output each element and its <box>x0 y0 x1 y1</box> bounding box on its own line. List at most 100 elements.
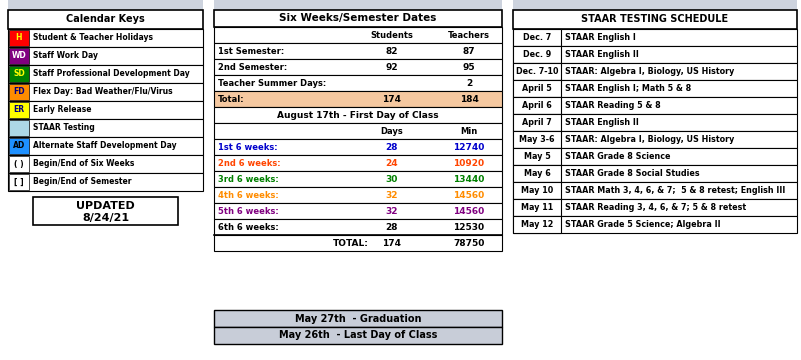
Text: Students: Students <box>371 31 413 40</box>
Bar <box>214 203 502 219</box>
Bar <box>513 46 797 63</box>
Bar <box>513 114 561 131</box>
Bar <box>513 131 797 148</box>
Text: SD: SD <box>13 69 25 78</box>
Text: August 17th - First Day of Class: August 17th - First Day of Class <box>277 111 439 120</box>
Bar <box>214 327 502 344</box>
Bar <box>513 80 797 97</box>
Bar <box>9 84 29 100</box>
Bar <box>8 173 203 191</box>
Text: 2: 2 <box>466 78 472 87</box>
Text: 92: 92 <box>386 63 398 72</box>
Bar <box>513 148 797 165</box>
Text: STAAR English II: STAAR English II <box>565 50 639 59</box>
Bar <box>214 75 502 91</box>
Bar <box>513 63 797 80</box>
Text: Flex Day: Bad Weather/Flu/Virus: Flex Day: Bad Weather/Flu/Virus <box>33 87 173 96</box>
Text: Student & Teacher Holidays: Student & Teacher Holidays <box>33 33 153 42</box>
Text: Min: Min <box>461 126 477 135</box>
Text: 28: 28 <box>386 222 398 231</box>
Bar <box>8 137 203 155</box>
Text: 32: 32 <box>386 207 398 216</box>
Bar <box>8 47 203 65</box>
Bar <box>214 235 502 251</box>
Bar <box>513 182 561 199</box>
Text: April 5: April 5 <box>522 84 552 93</box>
Text: ( ): ( ) <box>14 159 24 168</box>
Bar <box>513 63 561 80</box>
Text: 6th 6 weeks:: 6th 6 weeks: <box>218 222 279 231</box>
Bar <box>9 138 29 154</box>
Text: April 6: April 6 <box>522 101 552 110</box>
Bar <box>513 216 561 233</box>
Text: Dec. 9: Dec. 9 <box>523 50 551 59</box>
Bar <box>513 46 561 63</box>
Bar <box>214 0 502 10</box>
Text: Teacher Summer Days:: Teacher Summer Days: <box>218 78 326 87</box>
Text: May 5: May 5 <box>524 152 550 161</box>
Text: 95: 95 <box>463 63 475 72</box>
Text: 2nd Semester:: 2nd Semester: <box>218 63 288 72</box>
Text: Early Release: Early Release <box>33 105 91 114</box>
Text: STAAR Grade 8 Science: STAAR Grade 8 Science <box>565 152 670 161</box>
Bar <box>214 107 502 123</box>
Bar <box>214 123 502 139</box>
Text: May 10: May 10 <box>521 186 553 195</box>
Text: Begin/End of Semester: Begin/End of Semester <box>33 177 131 186</box>
Bar <box>214 59 502 75</box>
Text: 1st Semester:: 1st Semester: <box>218 46 284 55</box>
Bar <box>8 101 203 119</box>
Text: TOTAL:: TOTAL: <box>333 238 369 248</box>
Bar <box>8 0 203 10</box>
Text: 78750: 78750 <box>453 238 485 248</box>
Text: AD: AD <box>13 141 25 150</box>
Bar <box>214 27 502 43</box>
Text: WD: WD <box>12 51 26 60</box>
Text: 3rd 6 weeks:: 3rd 6 weeks: <box>218 175 279 184</box>
Bar <box>8 10 203 29</box>
Bar <box>513 148 561 165</box>
Text: May 3-6: May 3-6 <box>519 135 555 144</box>
Text: 24: 24 <box>386 158 398 167</box>
Text: May 6: May 6 <box>524 169 550 178</box>
Text: 12530: 12530 <box>453 222 485 231</box>
Text: Total:: Total: <box>218 94 244 104</box>
Text: Six Weeks/Semester Dates: Six Weeks/Semester Dates <box>280 13 437 23</box>
Bar <box>513 131 561 148</box>
Text: 32: 32 <box>386 190 398 199</box>
Text: H: H <box>16 33 22 42</box>
Text: 4th 6 weeks:: 4th 6 weeks: <box>218 190 279 199</box>
Bar <box>513 216 797 233</box>
Text: Teachers: Teachers <box>448 31 490 40</box>
Bar <box>513 165 561 182</box>
Text: Dec. 7: Dec. 7 <box>523 33 551 42</box>
Text: 82: 82 <box>386 46 398 55</box>
Text: 174: 174 <box>383 94 401 104</box>
Text: STAAR: Algebra I, Biology, US History: STAAR: Algebra I, Biology, US History <box>565 67 735 76</box>
Bar <box>9 102 29 118</box>
Text: STAAR Math 3, 4, 6, & 7;  5 & 8 retest; English III: STAAR Math 3, 4, 6, & 7; 5 & 8 retest; E… <box>565 186 785 195</box>
Text: May 11: May 11 <box>521 203 553 212</box>
Text: STAAR: Algebra I, Biology, US History: STAAR: Algebra I, Biology, US History <box>565 135 735 144</box>
Bar <box>513 199 561 216</box>
Text: STAAR Reading 5 & 8: STAAR Reading 5 & 8 <box>565 101 661 110</box>
Bar <box>513 114 797 131</box>
Bar <box>9 156 29 172</box>
Text: 12740: 12740 <box>453 143 485 152</box>
Text: April 7: April 7 <box>522 118 552 127</box>
Text: May 27th  - Graduation: May 27th - Graduation <box>295 314 421 324</box>
Text: 5th 6 weeks:: 5th 6 weeks: <box>218 207 279 216</box>
Text: STAAR English I: STAAR English I <box>565 33 636 42</box>
Bar <box>513 29 797 46</box>
Text: [ ]: [ ] <box>14 177 24 186</box>
Text: 184: 184 <box>460 94 478 104</box>
Bar <box>214 10 502 27</box>
Bar <box>9 66 29 82</box>
Text: Dec. 7-10: Dec. 7-10 <box>516 67 558 76</box>
Bar <box>513 80 561 97</box>
Bar <box>513 97 797 114</box>
Text: 2nd 6 weeks:: 2nd 6 weeks: <box>218 158 280 167</box>
Text: STAAR Testing: STAAR Testing <box>33 123 95 132</box>
Bar <box>513 199 797 216</box>
Text: Calendar Keys: Calendar Keys <box>66 14 145 24</box>
